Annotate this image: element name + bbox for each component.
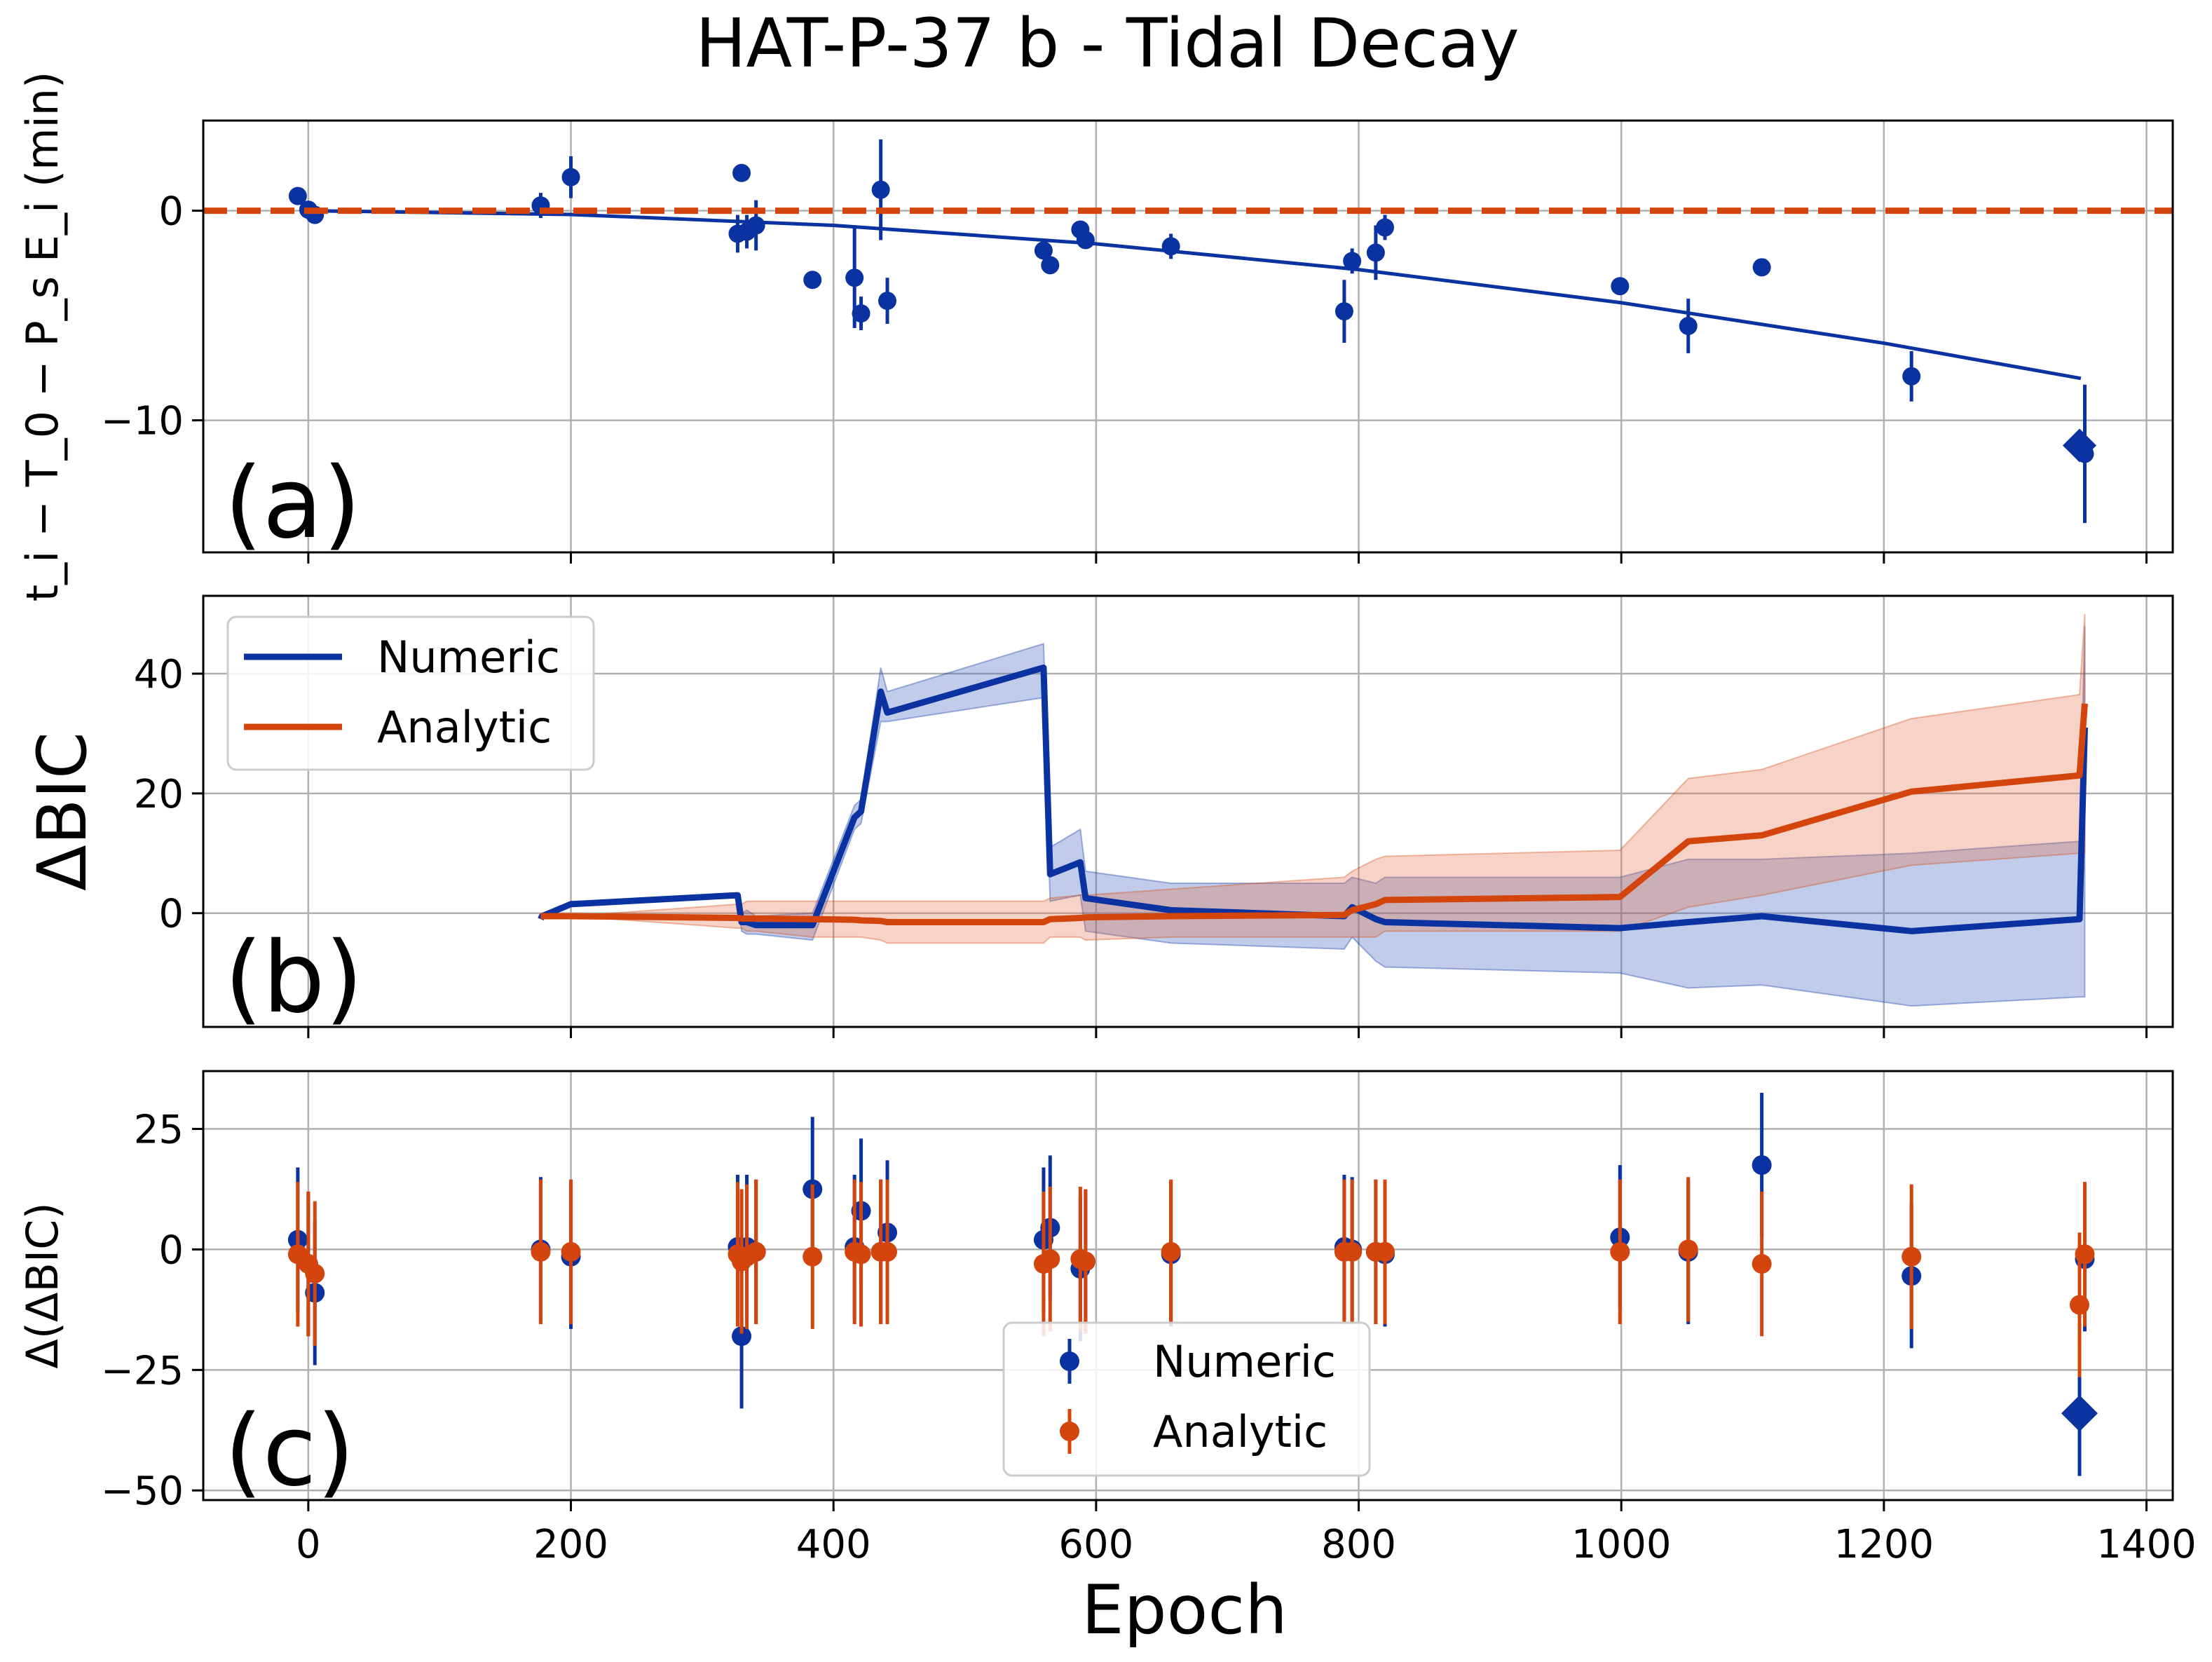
data-point: [1611, 277, 1630, 296]
data-point: [1075, 1251, 1095, 1272]
data-point: [1334, 302, 1353, 321]
panel-label: (a): [224, 447, 361, 561]
panel-label: (b): [224, 921, 363, 1035]
y-tick-label: −25: [101, 1348, 184, 1394]
data-point: [1678, 1239, 1698, 1260]
x-tick-label: 600: [1058, 1522, 1133, 1567]
x-tick-label: 200: [533, 1522, 608, 1567]
legend-label: Numeric: [377, 632, 560, 683]
x-tick-label: 1400: [2096, 1522, 2197, 1567]
y-tick-label: 0: [158, 189, 184, 235]
x-tick-label: 0: [296, 1522, 321, 1567]
x-tick-label: 400: [796, 1522, 871, 1567]
highlight-diamond-marker: [2062, 428, 2096, 463]
data-point: [1041, 256, 1060, 275]
data-point: [1679, 317, 1698, 336]
data-point: [1161, 1241, 1181, 1262]
legend-marker: [1060, 1422, 1079, 1441]
data-point: [1752, 1254, 1772, 1274]
data-point: [1376, 218, 1394, 237]
y-tick-label: −10: [101, 399, 184, 444]
panel-c: 0 200 400 600 800 1000 1200 1400 25 0 −25 −50 Numeri…: [17, 1070, 2197, 1567]
data-point: [746, 216, 765, 235]
y-tick-label: 0: [158, 892, 184, 937]
legend-box: [1002, 1321, 1371, 1477]
legend-label: Analytic: [1153, 1406, 1327, 1457]
y-tick-label: 25: [134, 1108, 184, 1153]
data-point: [2069, 1295, 2089, 1315]
data-point: [305, 1263, 325, 1283]
axes-frame: [202, 594, 2174, 1028]
data-point: [1040, 1249, 1060, 1269]
data-point: [878, 292, 897, 311]
panel-b: 0 20 40 Numeric Analytic (b) ΔBIC: [23, 594, 2174, 1038]
data-point: [746, 1241, 766, 1262]
data-point: [851, 1244, 871, 1265]
series-line: [540, 703, 2088, 926]
data-point: [1076, 231, 1095, 250]
data-point: [1902, 367, 1921, 386]
y-axis-label: Δ(ΔBIC): [17, 1202, 68, 1368]
legend-label: Numeric: [1153, 1336, 1336, 1387]
figure-title: HAT-P-37 b - Tidal Decay: [695, 4, 1519, 83]
data-point: [288, 186, 307, 205]
data-point: [1752, 1155, 1772, 1176]
data-point: [732, 1326, 752, 1347]
data-point: [1375, 1241, 1395, 1262]
data-point: [732, 163, 751, 182]
panel-a: 0 −10 (a) t_i − T_0 − P_s E_i (min): [17, 71, 2174, 601]
axes-frame: [202, 1070, 2174, 1501]
data-point: [1752, 258, 1771, 277]
legend: Numeric Analytic: [1002, 1321, 1371, 1477]
model-curve: [308, 209, 2082, 381]
data-point: [845, 268, 864, 287]
data-point: [1342, 1241, 1363, 1262]
data-point: [803, 1246, 823, 1267]
data-point: [871, 180, 890, 199]
data-point: [1366, 243, 1385, 262]
y-axis-label: t_i − T_0 − P_s E_i (min): [17, 71, 68, 601]
data-point: [852, 304, 871, 323]
legend: Numeric Analytic: [226, 615, 595, 771]
y-tick-label: 20: [134, 772, 184, 817]
data-point: [1343, 252, 1362, 271]
legend-marker: [1060, 1351, 1079, 1371]
y-axis-label: ΔBIC: [23, 732, 102, 891]
x-axis-label: Epoch: [1081, 1571, 1288, 1649]
data-point: [561, 1241, 581, 1262]
data-point: [2075, 1244, 2095, 1265]
panel-label: (c): [224, 1394, 355, 1508]
data-point: [1161, 237, 1180, 256]
data-point: [803, 271, 822, 290]
data-point: [561, 168, 580, 186]
x-tick-label: 800: [1321, 1522, 1396, 1567]
y-tick-label: 0: [158, 1227, 184, 1273]
axes-frame: [202, 119, 2174, 554]
data-point: [531, 1241, 551, 1262]
series-line: [538, 665, 2088, 934]
data-point: [878, 1241, 898, 1262]
panels: 0 −10 (a) t_i − T_0 − P_s E_i (min) 0 20 40 Num…: [17, 71, 2197, 1567]
legend-label: Analytic: [377, 702, 552, 753]
y-tick-label: 40: [134, 652, 184, 697]
data-point: [1034, 241, 1053, 260]
y-tick-label: −50: [101, 1469, 184, 1514]
highlight-diamond-marker: [2061, 1395, 2098, 1432]
x-tick-label: 1200: [1834, 1522, 1934, 1567]
data-point: [1610, 1241, 1630, 1262]
data-point: [1902, 1246, 1922, 1267]
x-tick-label: 1000: [1571, 1522, 1672, 1567]
